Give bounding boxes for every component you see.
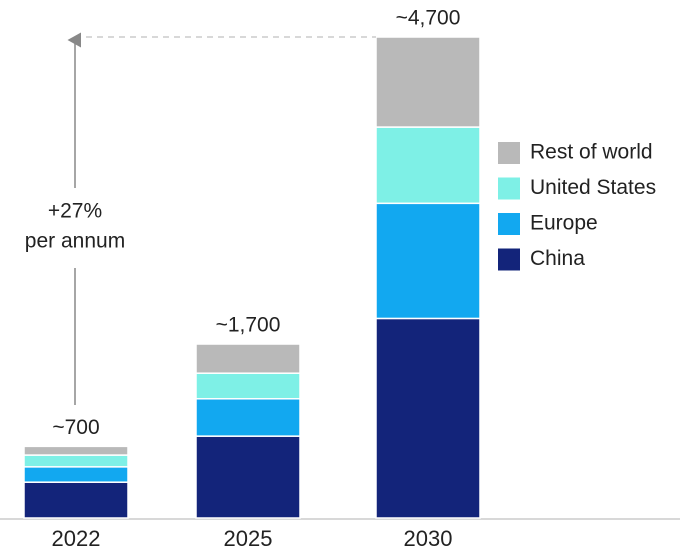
bar-segment xyxy=(23,466,129,483)
total-label: ~700 xyxy=(52,416,99,439)
bar-segment xyxy=(23,454,129,468)
x-tick-label: 2022 xyxy=(52,526,101,550)
bar-segment xyxy=(195,343,301,374)
legend-swatch xyxy=(498,248,520,271)
legend-label: United States xyxy=(530,176,656,199)
bar-segment xyxy=(375,36,481,128)
bar-segment xyxy=(23,481,129,519)
bar-segment xyxy=(195,435,301,519)
total-label: ~4,700 xyxy=(396,7,461,30)
legend-swatch xyxy=(498,213,520,235)
x-tick-label: 2025 xyxy=(224,526,273,550)
legend-label: China xyxy=(530,247,585,270)
legend-label: Europe xyxy=(530,212,598,235)
bar-segment xyxy=(375,202,481,320)
legend-swatch xyxy=(498,177,520,200)
bar-segment xyxy=(375,317,481,519)
bar-segment xyxy=(195,398,301,437)
annotation: per annum xyxy=(25,230,125,253)
total-label: ~1,700 xyxy=(216,314,281,337)
bar-segment xyxy=(23,445,129,456)
annotation: +27% xyxy=(48,200,102,223)
bar-segment xyxy=(195,372,301,400)
legend-swatch xyxy=(498,142,520,164)
x-tick-label: 2030 xyxy=(404,526,453,550)
legend-label: Rest of world xyxy=(530,141,653,164)
bar-segment xyxy=(375,126,481,205)
